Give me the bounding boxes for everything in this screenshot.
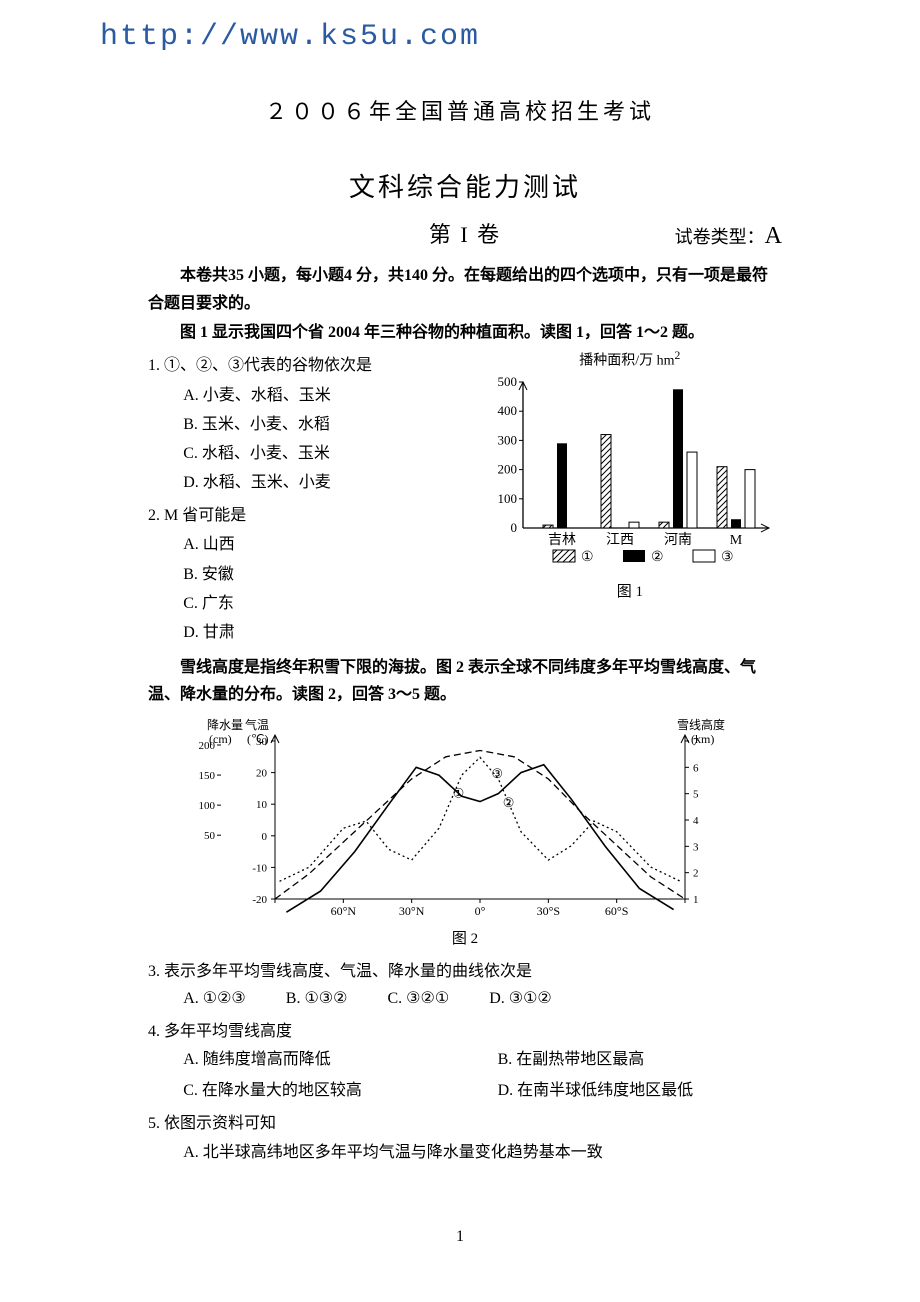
svg-text:30°S: 30°S bbox=[537, 904, 560, 918]
fig2-caption: 图 2 bbox=[148, 927, 782, 953]
q4-stem: 4. 多年平均雪线高度 bbox=[148, 1018, 782, 1045]
svg-text:①: ① bbox=[453, 785, 465, 800]
svg-text:①: ① bbox=[581, 550, 594, 565]
svg-text:6: 6 bbox=[693, 762, 699, 774]
q3-opt-d: D. ③①② bbox=[489, 985, 552, 1012]
q3-stem: 3. 表示多年平均雪线高度、气温、降水量的曲线依次是 bbox=[148, 958, 782, 985]
q2-opt-b: B. 安徽 bbox=[183, 561, 477, 588]
svg-text:1: 1 bbox=[693, 894, 699, 906]
svg-text:400: 400 bbox=[497, 403, 517, 418]
svg-text:150: 150 bbox=[199, 770, 216, 782]
svg-text:300: 300 bbox=[497, 432, 517, 447]
q5-stem: 5. 依图示资料可知 bbox=[148, 1110, 782, 1137]
svg-text:60°N: 60°N bbox=[331, 904, 357, 918]
q3-opt-a: A. ①②③ bbox=[183, 985, 246, 1012]
svg-text:2: 2 bbox=[693, 867, 699, 879]
fig2-intro: 雪线高度是指终年积雪下限的海拔。图 2 表示全球不同纬度多年平均雪线高度、气温、… bbox=[148, 654, 782, 708]
question-5: 5. 依图示资料可知 A. 北半球高纬地区多年平均气温与降水量变化趋势基本一致 bbox=[148, 1110, 782, 1166]
page-number: 1 bbox=[0, 1228, 920, 1246]
svg-text:500: 500 bbox=[497, 376, 517, 389]
doc-title: ２００６年全国普通高校招生考试 bbox=[0, 94, 920, 126]
exam-title: 文科综合能力测试 bbox=[148, 166, 782, 210]
question-4: 4. 多年平均雪线高度 A. 随纬度增高而降低 B. 在副热带地区最高 C. 在… bbox=[148, 1018, 782, 1104]
svg-text:4: 4 bbox=[693, 815, 699, 827]
paper-type-value: A bbox=[765, 223, 782, 249]
svg-text:③: ③ bbox=[721, 550, 734, 565]
svg-text:降水量: 降水量 bbox=[207, 718, 243, 732]
svg-text:30: 30 bbox=[256, 736, 268, 748]
q4-opt-b: B. 在副热带地区最高 bbox=[498, 1046, 782, 1073]
q1-opt-d: D. 水稻、玉米、小麦 bbox=[183, 469, 477, 496]
fig1-svg: 0 100 200 300 400 500 吉林 江西 河南 M ① ② ③ bbox=[485, 376, 775, 576]
svg-text:200: 200 bbox=[199, 740, 216, 752]
svg-text:0°: 0° bbox=[475, 904, 486, 918]
exam-body: 文科综合能力测试 第 I 卷 试卷类型：A 本卷共35 小题，每小题4 分，共1… bbox=[130, 156, 800, 1188]
q2-opt-a: A. 山西 bbox=[183, 531, 477, 558]
q4-opt-c: C. 在降水量大的地区较高 bbox=[183, 1077, 467, 1104]
fig2-chart: 降水量(cm)气温(℃)雪线高度(km)200150100503020100-1… bbox=[148, 713, 782, 953]
volume-label: 第 I 卷 bbox=[429, 222, 501, 247]
svg-text:7: 7 bbox=[693, 736, 699, 748]
section-intro: 本卷共35 小题，每小题4 分，共140 分。在每题给出的四个选项中，只有一项是… bbox=[148, 262, 782, 320]
svg-text:50: 50 bbox=[204, 830, 216, 842]
q4-opt-d: D. 在南半球低纬度地区最低 bbox=[498, 1077, 782, 1104]
q3-opt-b: B. ①③② bbox=[286, 985, 348, 1012]
q1-opt-a: A. 小麦、水稻、玉米 bbox=[183, 382, 477, 409]
svg-text:气温: 气温 bbox=[245, 717, 269, 732]
question-2: 2. M 省可能是 A. 山西 B. 安徽 C. 广东 D. 甘肃 bbox=[148, 502, 478, 646]
svg-text:200: 200 bbox=[497, 461, 517, 476]
q3-opt-c: C. ③②① bbox=[387, 985, 449, 1012]
svg-text:60°S: 60°S bbox=[605, 904, 628, 918]
q2-stem: 2. M 省可能是 bbox=[148, 502, 478, 529]
svg-text:100: 100 bbox=[199, 800, 216, 812]
svg-text:0: 0 bbox=[262, 830, 268, 842]
svg-text:-10: -10 bbox=[252, 862, 267, 874]
q1-stem: 1. ①、②、③代表的谷物依次是 bbox=[148, 352, 478, 379]
page-url: http://www.ks5u.com bbox=[0, 0, 920, 54]
q5-opt-a: A. 北半球高纬地区多年平均气温与降水量变化趋势基本一致 bbox=[183, 1139, 782, 1166]
svg-text:江西: 江西 bbox=[606, 532, 634, 548]
svg-text:吉林: 吉林 bbox=[548, 532, 576, 548]
svg-text:河南: 河南 bbox=[664, 532, 692, 548]
fig1-caption: 图 1 bbox=[485, 580, 775, 606]
svg-text:30°N: 30°N bbox=[399, 904, 425, 918]
q2-opt-d: D. 甘肃 bbox=[183, 619, 477, 646]
volume-row: 第 I 卷 试卷类型：A bbox=[148, 216, 782, 253]
svg-text:0: 0 bbox=[510, 520, 517, 535]
question-1: 1. ①、②、③代表的谷物依次是 A. 小麦、水稻、玉米 B. 玉米、小麦、水稻… bbox=[148, 352, 478, 496]
q1-opt-b: B. 玉米、小麦、水稻 bbox=[183, 411, 477, 438]
svg-text:雪线高度: 雪线高度 bbox=[677, 717, 725, 732]
q4-opt-a: A. 随纬度增高而降低 bbox=[183, 1046, 467, 1073]
fig1-intro: 图 1 显示我国四个省 2004 年三种谷物的种植面积。读图 1，回答 1～2 … bbox=[148, 319, 782, 346]
svg-text:3: 3 bbox=[693, 841, 699, 853]
paper-type-label: 试卷类型： bbox=[675, 227, 765, 247]
svg-text:10: 10 bbox=[256, 799, 268, 811]
fig1-chart: 播种面积/万 hm2 0 100 200 300 400 500 吉林 江西 河南 M ① ② ③ 图 … bbox=[485, 346, 775, 605]
svg-text:20: 20 bbox=[256, 767, 268, 779]
svg-text:M: M bbox=[730, 533, 743, 548]
svg-text:③: ③ bbox=[491, 766, 503, 781]
fig1-y-title: 播种面积/万 hm2 bbox=[485, 346, 775, 373]
svg-text:100: 100 bbox=[497, 491, 517, 506]
svg-text:-20: -20 bbox=[252, 894, 267, 906]
svg-text:5: 5 bbox=[693, 788, 699, 800]
q1-opt-c: C. 水稻、小麦、玉米 bbox=[183, 440, 477, 467]
svg-text:②: ② bbox=[503, 794, 515, 809]
fig2-svg: 降水量(cm)气温(℃)雪线高度(km)200150100503020100-1… bbox=[185, 713, 745, 923]
q2-opt-c: C. 广东 bbox=[183, 590, 477, 617]
question-3: 3. 表示多年平均雪线高度、气温、降水量的曲线依次是 A. ①②③ B. ①③②… bbox=[148, 958, 782, 1012]
paper-type: 试卷类型：A bbox=[675, 216, 782, 257]
svg-text:②: ② bbox=[651, 550, 664, 565]
